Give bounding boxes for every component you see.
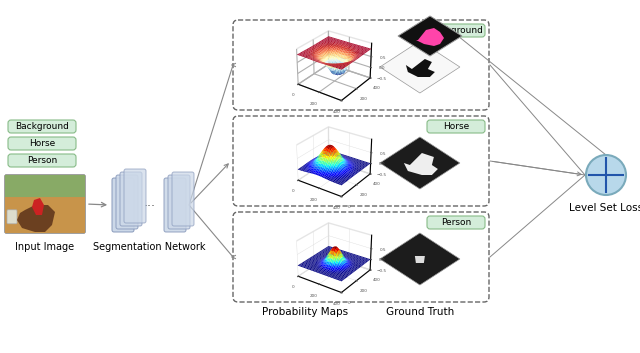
Polygon shape xyxy=(380,233,460,285)
FancyBboxPatch shape xyxy=(5,175,85,233)
FancyBboxPatch shape xyxy=(164,178,186,232)
Polygon shape xyxy=(416,28,444,46)
Text: Level Set Loss: Level Set Loss xyxy=(569,203,640,213)
Text: Ground Truth: Ground Truth xyxy=(386,307,454,317)
Text: Probability Maps: Probability Maps xyxy=(262,307,348,317)
FancyBboxPatch shape xyxy=(427,216,485,229)
Text: Background: Background xyxy=(15,122,69,131)
FancyBboxPatch shape xyxy=(8,154,76,167)
Polygon shape xyxy=(17,205,55,232)
Text: ···: ··· xyxy=(144,201,156,214)
FancyBboxPatch shape xyxy=(168,175,190,229)
Polygon shape xyxy=(380,137,460,189)
Polygon shape xyxy=(404,153,438,175)
Text: Person: Person xyxy=(27,156,57,165)
Ellipse shape xyxy=(586,155,626,195)
FancyBboxPatch shape xyxy=(427,24,485,37)
FancyBboxPatch shape xyxy=(427,120,485,133)
Text: Horse: Horse xyxy=(443,122,469,131)
FancyBboxPatch shape xyxy=(5,195,85,233)
Text: Segmentation Network: Segmentation Network xyxy=(93,242,205,252)
FancyBboxPatch shape xyxy=(112,178,134,232)
FancyBboxPatch shape xyxy=(8,120,76,133)
FancyBboxPatch shape xyxy=(172,172,194,226)
FancyBboxPatch shape xyxy=(7,210,17,224)
Polygon shape xyxy=(415,256,425,263)
FancyBboxPatch shape xyxy=(124,169,146,223)
Polygon shape xyxy=(406,59,435,77)
Text: Background: Background xyxy=(429,26,483,35)
FancyBboxPatch shape xyxy=(116,175,138,229)
Text: Horse: Horse xyxy=(29,139,55,148)
FancyBboxPatch shape xyxy=(8,137,76,150)
Text: Input Image: Input Image xyxy=(15,242,75,252)
Polygon shape xyxy=(380,41,460,93)
Polygon shape xyxy=(32,198,44,215)
Text: Person: Person xyxy=(441,218,471,227)
Polygon shape xyxy=(398,16,462,56)
FancyBboxPatch shape xyxy=(120,172,142,226)
FancyBboxPatch shape xyxy=(5,175,85,197)
